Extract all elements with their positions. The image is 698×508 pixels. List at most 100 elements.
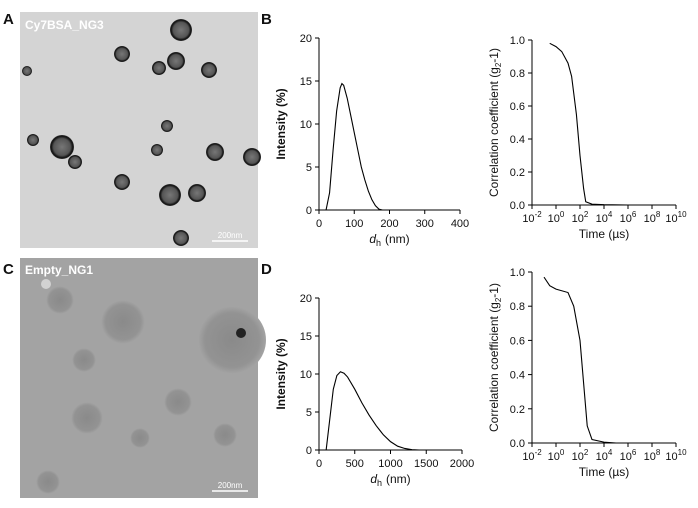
x-tick-label: 106: [620, 448, 637, 463]
x-tick-label: 100: [345, 218, 363, 230]
tick-exponent: -2: [535, 210, 543, 219]
y-tick-label: 0: [306, 205, 312, 217]
tick-base: 10: [644, 213, 656, 225]
data-line: [325, 82, 383, 211]
y-tick-label: 0.0: [510, 438, 525, 450]
tick-base: 10: [596, 213, 608, 225]
x-tick-label: 200: [380, 218, 398, 230]
tick-base: 10: [644, 451, 656, 463]
x-tick-label: 100: [548, 448, 565, 463]
y-tick-label: 10: [300, 119, 312, 131]
y-tick-label: 0.8: [510, 68, 525, 80]
tick-base: 10: [522, 213, 534, 225]
x-tick-label: 500: [346, 458, 364, 470]
subscript: h: [377, 478, 382, 488]
y-tick-label: 0.6: [510, 101, 525, 113]
x-tick-label: 100: [548, 210, 565, 225]
x-tick-label: 1000: [378, 458, 402, 470]
y-tick-label: 1.0: [510, 35, 525, 47]
panel-letter: C: [3, 261, 14, 278]
panel-letter: B: [261, 11, 272, 28]
x-tick-label: 1010: [665, 448, 687, 463]
text: Intensity (%): [274, 88, 288, 159]
tick-exponent: -2: [535, 448, 543, 457]
y-tick-label: 0.2: [510, 167, 525, 179]
y-tick-label: 0.4: [510, 370, 525, 382]
tick-exponent: 4: [608, 210, 613, 219]
y-axis-label: Correlation coefficient (g2-1): [487, 48, 503, 197]
tick-exponent: 10: [678, 448, 687, 457]
y-tick-label: 5: [306, 407, 312, 419]
tick-exponent: 2: [584, 448, 589, 457]
y-axis-label: Correlation coefficient (g2-1): [487, 283, 503, 432]
text: Correlation coefficient (g: [487, 302, 501, 432]
text: Correlation coefficient (g: [487, 67, 501, 197]
text: Time (µs): [579, 227, 629, 241]
x-tick-label: 1010: [665, 210, 687, 225]
subscript: 2: [494, 297, 503, 302]
tick-base: 10: [620, 213, 632, 225]
after: -1): [487, 48, 501, 63]
subscript: h: [376, 238, 381, 248]
y-tick-label: 0.2: [510, 404, 525, 416]
x-tick-label: 106: [620, 210, 637, 225]
x-tick-label: 300: [416, 218, 434, 230]
y-tick-label: 0.6: [510, 335, 525, 347]
unit: (nm): [386, 472, 411, 486]
y-tick-label: 0.0: [510, 200, 525, 212]
x-tick-label: 102: [572, 448, 589, 463]
y-tick-label: 1.0: [510, 267, 525, 279]
x-tick-label: 102: [572, 210, 589, 225]
data-line: [549, 42, 629, 206]
tick-exponent: 8: [656, 210, 661, 219]
x-tick-label: 0: [316, 458, 322, 470]
image-label: Empty_NG1: [25, 263, 93, 277]
tick-exponent: 2: [584, 210, 589, 219]
y-axis-label: Intensity (%): [274, 338, 288, 409]
y-tick-label: 5: [306, 162, 312, 174]
unit: (nm): [385, 232, 410, 246]
tick-exponent: 10: [678, 210, 687, 219]
x-tick-label: 10-2: [522, 448, 542, 463]
x-axis-label: dh (nm): [369, 232, 409, 248]
tick-base: 10: [572, 451, 584, 463]
x-tick-label: 0: [316, 218, 322, 230]
x-axis-label: Time (µs): [579, 465, 629, 479]
tick-base: 10: [620, 451, 632, 463]
tick-exponent: 4: [608, 448, 613, 457]
tick-base: 10: [596, 451, 608, 463]
tick-exponent: 0: [560, 448, 565, 457]
scale-bar-label: 200nm: [218, 481, 243, 490]
text: Time (µs): [579, 465, 629, 479]
y-tick-label: 0.4: [510, 134, 525, 146]
tick-base: 10: [548, 451, 560, 463]
y-tick-label: 0: [306, 445, 312, 457]
tem-image-c: [20, 258, 266, 498]
subscript: 2: [494, 62, 503, 67]
tick-exponent: 6: [632, 210, 637, 219]
y-tick-label: 20: [300, 293, 312, 305]
x-tick-label: 108: [644, 448, 661, 463]
data-line: [325, 371, 420, 451]
data-line: [543, 276, 617, 444]
y-tick-label: 15: [300, 331, 312, 343]
x-axis-label: Time (µs): [579, 227, 629, 241]
tick-base: 10: [548, 213, 560, 225]
tick-exponent: 0: [560, 210, 565, 219]
x-tick-label: 108: [644, 210, 661, 225]
y-tick-label: 10: [300, 369, 312, 381]
y-tick-label: 15: [300, 76, 312, 88]
x-tick-label: 400: [451, 218, 469, 230]
panel-letter: D: [261, 261, 272, 278]
tick-exponent: 6: [632, 448, 637, 457]
x-tick-label: 1500: [414, 458, 438, 470]
tick-base: 10: [572, 213, 584, 225]
x-axis-label: dh (nm): [370, 472, 410, 488]
y-axis-label: Intensity (%): [274, 88, 288, 159]
tick-exponent: 8: [656, 448, 661, 457]
after: -1): [487, 283, 501, 298]
tick-base: 10: [665, 213, 677, 225]
tick-base: 10: [665, 451, 677, 463]
scale-bar-label: 200nm: [218, 231, 243, 240]
